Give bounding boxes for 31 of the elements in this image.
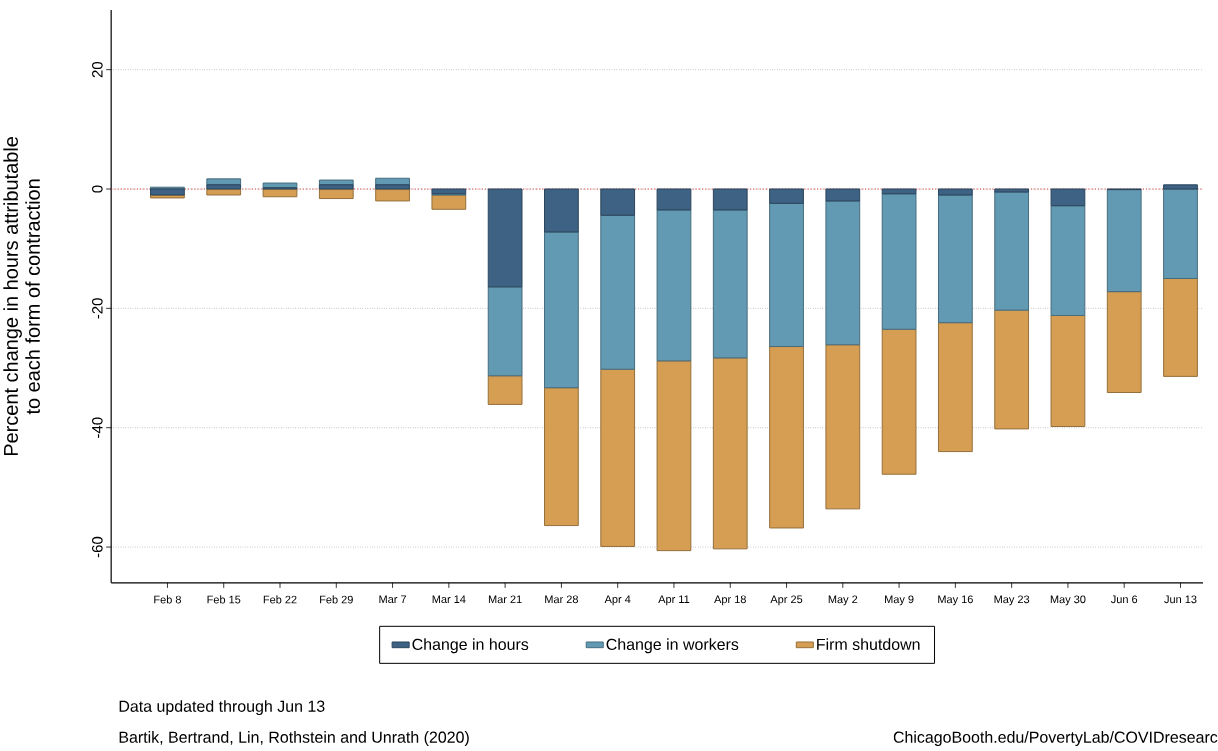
x-tick-label: Mar 7 bbox=[379, 595, 407, 604]
y-tick-label: 20 bbox=[92, 62, 103, 78]
x-tick-label: Apr 11 bbox=[658, 595, 690, 606]
text: ChicagoBooth.edu/PovertyLab/COVIDresearc bbox=[893, 731, 1218, 747]
x-tick-label: Feb 8 bbox=[154, 595, 181, 604]
text: Bartik, Bertrand, Lin, Rothstein and Unrath (2020) bbox=[119, 731, 469, 747]
x-tick-label: Apr 18 bbox=[714, 595, 746, 606]
x-tick-label: Mar 28 bbox=[545, 595, 578, 604]
x-tick-label: Feb 29 bbox=[320, 595, 353, 604]
x-tick-label: May 30 bbox=[1050, 595, 1086, 606]
x-tick-label: Apr 25 bbox=[770, 595, 803, 606]
x-tick-label: Feb 15 bbox=[207, 595, 241, 604]
legend-label: Firm shutdown bbox=[817, 638, 920, 651]
x-tick-label: Feb 22 bbox=[263, 595, 297, 604]
y-tick-label: -60 bbox=[92, 537, 103, 558]
x-tick-label: Mar 21 bbox=[488, 595, 522, 604]
x-tick-label: Apr 4 bbox=[604, 595, 631, 606]
legend-label: Change in hours bbox=[412, 638, 529, 654]
x-tick-label: Mar 14 bbox=[432, 595, 466, 604]
x-tick-label: May 16 bbox=[938, 595, 973, 606]
y-tick-label: -40 bbox=[92, 417, 103, 439]
legend-label: Change in workers bbox=[606, 638, 739, 654]
x-tick-label: May 9 bbox=[885, 595, 914, 606]
text: Data updated through Jun 13 bbox=[119, 700, 325, 716]
y-tick-label: 0 bbox=[92, 185, 103, 193]
x-tick-label: May 23 bbox=[994, 595, 1030, 606]
x-tick-label: May 2 bbox=[828, 595, 858, 606]
x-tick-label: Jun 6 bbox=[1110, 595, 1138, 604]
y-axis-title: Percent change in hours attributable to each form of contraction bbox=[3, 137, 40, 456]
y-tick-label: -20 bbox=[92, 298, 103, 319]
x-tick-label: Jun 13 bbox=[1164, 595, 1197, 604]
